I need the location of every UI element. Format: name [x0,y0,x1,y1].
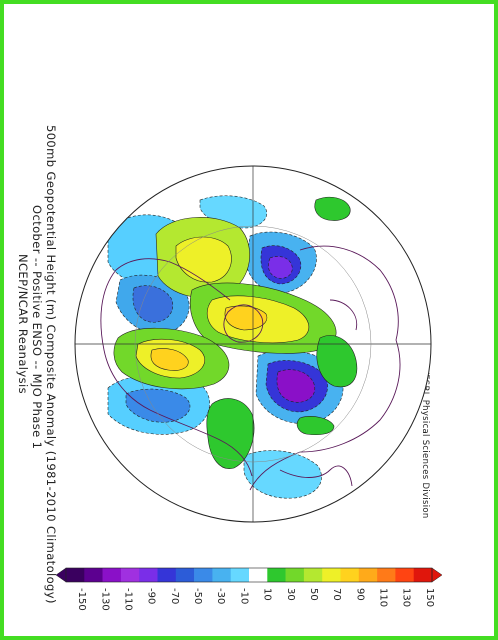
colorbar-cell [84,568,103,582]
colorbar-tick-label: 70 [331,588,342,601]
colorbar-border [65,567,433,583]
colorbar-tick-label: -30 [215,588,226,604]
colorbar-cell [340,568,360,582]
colorbar-tick-label: -130 [99,588,110,611]
colorbar-cell [395,568,414,582]
high-atlantic-strip [206,398,255,469]
low-scandinavia-core [268,256,293,279]
colorbar-tick-label: -70 [169,588,180,604]
colorbar-arrow-right [431,567,443,583]
coast-africa [279,465,353,487]
colorbar-tick-label: -110 [123,588,134,611]
colorbar-tick-label: 110 [377,588,388,607]
colorbar-cell [194,568,213,582]
coast-eurasia-east [299,339,401,453]
colorbar-tick-label: 30 [285,588,296,601]
high-north-patch [314,196,351,221]
colorbar-tick-label: 150 [424,588,435,607]
coast-alaska [115,258,231,301]
coast-greenland [223,304,264,343]
colorbar-tick-label: -10 [238,588,249,604]
colorbar-cell [157,568,177,582]
coast-eurasia-north [299,245,399,341]
colorbar-tick-label: 50 [308,588,319,601]
colorbar-cell [102,568,122,582]
colorbar-cell [413,568,433,582]
colorbar-cell [120,568,140,582]
colorbar-cell [358,568,378,582]
map-outline [74,165,432,523]
coastlines [100,245,401,491]
colorbar-cell [212,568,231,582]
colorbar-cell [249,568,268,582]
low-atlantic-core [125,388,191,423]
latitude-circle [134,225,372,463]
colorbar-cell [230,568,250,582]
low-siberia-core [276,369,316,403]
colorbar-tick-label: 10 [262,588,273,601]
colorbar-tick-label: 90 [354,588,365,601]
colorbar-arrow-left [55,567,67,583]
high-bering-core [175,236,232,283]
colorbar-cell [285,568,305,582]
colorbar: -150 -130 -110 -90 -70 -50 -30 -10 10 30 50 70 90 110… [55,567,443,611]
colorbar-tick-label: -150 [76,588,87,611]
colorbar-cell [322,568,341,582]
colorbar-cell [66,568,85,582]
colorbar-cell [303,568,323,582]
high-canada-center [150,348,189,371]
colorbar-tick-label: -90 [146,588,157,604]
colorbar-cell [175,568,195,582]
positive-anomaly-fields [113,196,358,469]
coast-greenland-atlantic [149,409,253,477]
colorbar-cell [377,568,396,582]
colorbar-tick-label: 130 [401,588,412,607]
coast-north-america [100,269,151,411]
polar-map [75,166,431,522]
colorbar-cell [267,568,286,582]
low-aleutian-core [132,285,174,323]
colorbar-cell [139,568,158,582]
high-east-ring [316,335,358,388]
low-south-asia [243,450,322,499]
coast-scandinavia [329,299,358,331]
high-southeast-patch [296,416,335,436]
colorbar-tick-label: -50 [192,588,203,604]
graticule [75,166,431,522]
